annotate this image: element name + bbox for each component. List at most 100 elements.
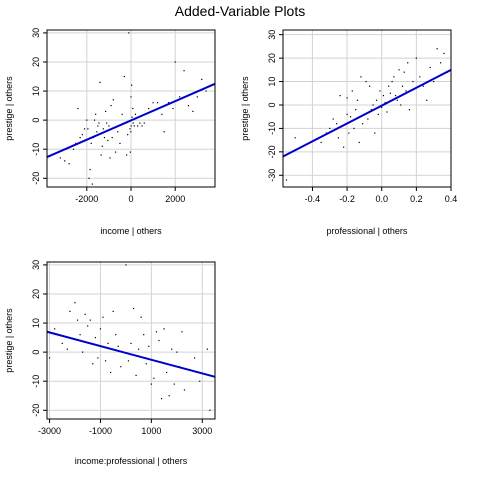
data-point bbox=[358, 141, 360, 144]
data-point bbox=[408, 109, 411, 111]
x-axis-title: income | others bbox=[100, 226, 162, 236]
data-point bbox=[440, 62, 442, 64]
data-point bbox=[130, 342, 132, 345]
data-point bbox=[112, 310, 114, 313]
data-point bbox=[104, 110, 107, 113]
data-point bbox=[337, 137, 340, 139]
y-tick-label: 20 bbox=[31, 57, 41, 67]
data-point bbox=[196, 96, 198, 98]
data-point bbox=[155, 331, 158, 333]
y-axis-title: prestige | others bbox=[4, 76, 14, 141]
data-point bbox=[117, 345, 119, 347]
data-point bbox=[377, 113, 379, 115]
data-point bbox=[76, 319, 79, 321]
data-point bbox=[102, 316, 104, 318]
data-point bbox=[320, 141, 322, 144]
data-point bbox=[294, 137, 296, 139]
data-point bbox=[163, 328, 165, 330]
data-point bbox=[150, 383, 152, 385]
data-point bbox=[353, 127, 355, 130]
data-point bbox=[130, 96, 132, 98]
data-point bbox=[163, 131, 165, 133]
x-axis-title: income:professional | others bbox=[75, 456, 188, 466]
x-tick-label: 1000 bbox=[141, 426, 161, 436]
data-point bbox=[61, 342, 63, 345]
data-point bbox=[115, 334, 117, 336]
data-point bbox=[443, 52, 445, 55]
data-point bbox=[349, 116, 352, 118]
data-point bbox=[187, 104, 190, 107]
data-point bbox=[339, 95, 341, 97]
data-point bbox=[160, 398, 163, 400]
data-point bbox=[140, 316, 142, 318]
data-point bbox=[382, 95, 385, 97]
data-point bbox=[86, 119, 88, 121]
data-point bbox=[368, 85, 371, 87]
data-point bbox=[167, 102, 170, 104]
figure-title: Added-Variable Plots bbox=[175, 3, 305, 19]
data-point bbox=[132, 107, 134, 110]
data-point bbox=[135, 374, 137, 376]
data-point bbox=[388, 85, 390, 87]
data-point bbox=[72, 148, 75, 150]
data-point bbox=[433, 80, 435, 83]
data-point bbox=[95, 113, 97, 115]
data-point bbox=[87, 128, 89, 130]
y-tick-label: 30 bbox=[31, 260, 41, 270]
data-point bbox=[97, 125, 99, 127]
data-point bbox=[130, 125, 132, 127]
data-point bbox=[107, 342, 109, 345]
data-point bbox=[389, 92, 391, 94]
data-point bbox=[206, 348, 208, 350]
data-point bbox=[131, 84, 133, 86]
data-point bbox=[429, 66, 431, 69]
panel-3: -3000 -1000 1000 3000 -20 -10 0 10 20 30 income:pr… bbox=[4, 260, 216, 466]
plot-frame bbox=[46, 261, 216, 420]
data-point bbox=[92, 363, 94, 365]
data-point bbox=[79, 334, 81, 336]
data-point bbox=[59, 157, 61, 159]
y-tick-label: -10 bbox=[31, 375, 41, 388]
y-tick-label: 0 bbox=[31, 350, 41, 355]
data-point bbox=[436, 48, 438, 50]
data-point bbox=[131, 116, 133, 118]
data-point bbox=[176, 351, 178, 353]
data-point bbox=[356, 99, 359, 101]
data-point bbox=[127, 360, 130, 362]
data-point bbox=[403, 71, 405, 73]
data-point bbox=[199, 380, 201, 382]
data-point bbox=[365, 80, 367, 83]
data-point bbox=[329, 127, 331, 130]
data-point bbox=[112, 99, 114, 101]
y-tick-label: 30 bbox=[267, 30, 277, 40]
regression-line bbox=[282, 68, 452, 158]
data-point bbox=[360, 76, 362, 78]
data-point bbox=[401, 85, 404, 87]
x-tick-label: 0.0 bbox=[375, 194, 388, 204]
data-point bbox=[111, 136, 113, 139]
data-point bbox=[201, 78, 203, 81]
data-point bbox=[98, 122, 100, 124]
data-point bbox=[205, 90, 207, 92]
data-point bbox=[407, 62, 409, 64]
data-point bbox=[129, 128, 131, 130]
data-point bbox=[183, 70, 185, 72]
data-point bbox=[192, 110, 194, 113]
data-point bbox=[179, 96, 181, 98]
panel-1: -2000 0 2000 -20 -10 0 10 20 30 income | others pr… bbox=[4, 28, 216, 236]
data-point bbox=[386, 111, 388, 113]
data-point bbox=[107, 139, 109, 142]
y-tick-label: -10 bbox=[31, 143, 41, 156]
y-tick-label: -30 bbox=[267, 169, 277, 182]
data-point bbox=[79, 136, 81, 139]
data-point bbox=[99, 328, 102, 330]
data-point bbox=[84, 313, 86, 315]
data-point bbox=[422, 85, 424, 87]
x-tick-label: -0.2 bbox=[339, 194, 355, 204]
regression-line bbox=[46, 330, 216, 378]
y-tick-label: 10 bbox=[31, 318, 41, 328]
data-point bbox=[91, 183, 93, 185]
data-point bbox=[129, 151, 131, 153]
data-point bbox=[384, 102, 386, 104]
